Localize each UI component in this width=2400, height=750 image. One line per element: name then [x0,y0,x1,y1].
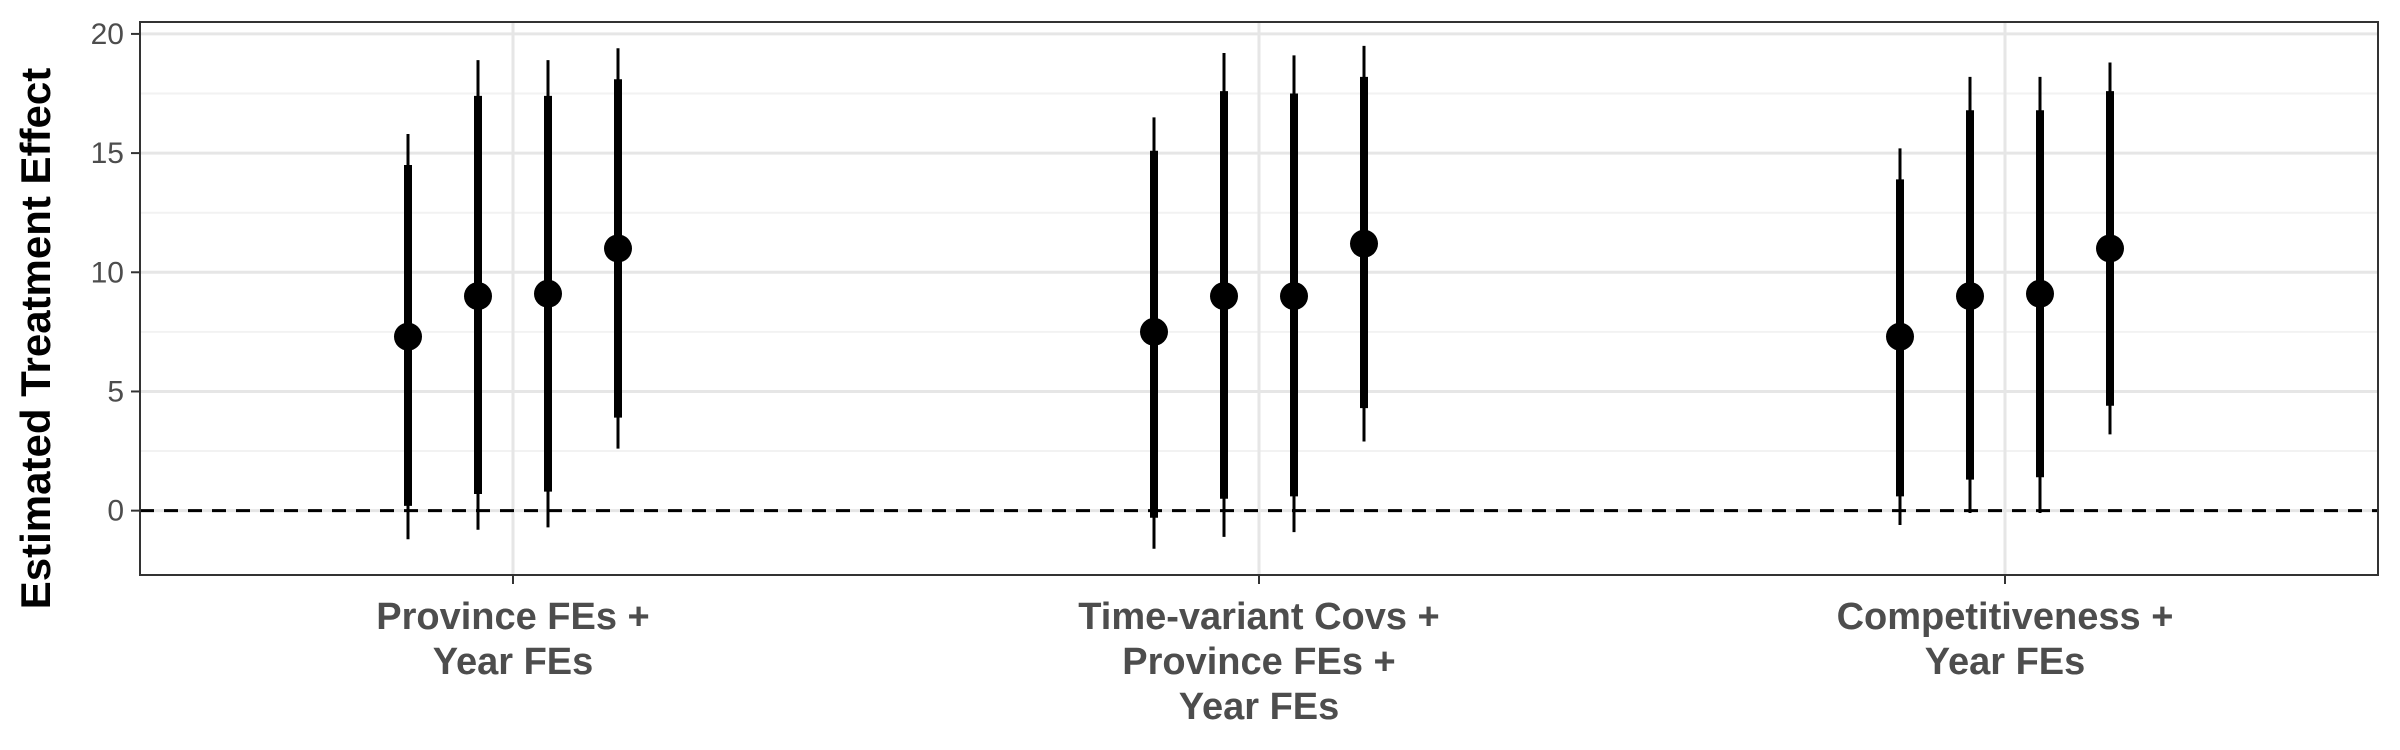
y-tick-label: 5 [107,375,124,408]
estimate-point [1956,282,1984,311]
estimate-point [1886,322,1914,351]
x-category-label-line: Province FEs + [376,596,650,638]
y-tick-label: 15 [91,137,124,170]
estimate-point [2096,234,2124,263]
x-category-label-line: Province FEs + [1122,641,1396,683]
x-category-label-line: Year FEs [433,641,594,683]
marks-layer [394,45,2124,549]
estimate-point [394,322,422,351]
x-category-label-line: Year FEs [1179,686,1340,728]
estimate-point [1140,317,1168,346]
x-category-label-line: Competitiveness + [1837,596,2174,638]
y-axis-title: Estimated Treatment Effect [12,68,59,610]
estimate-point [604,234,632,263]
x-category-label-line: Year FEs [1925,641,2086,683]
estimate-point [1210,282,1238,311]
x-category-label-line: Time-variant Covs + [1078,596,1440,638]
grid-layer [140,22,2378,575]
x-category-label: Time-variant Covs + Province FEs + Year FE… [1078,596,1440,728]
x-category-label: Province FEs + Year FEs [376,596,650,683]
estimate-point [1350,229,1378,258]
estimate-point [2026,279,2054,308]
y-tick-label: 0 [107,495,124,528]
estimate-point [534,279,562,308]
estimate-point [1280,282,1308,311]
y-axis: 0 5 10 15 20 [91,18,140,528]
estimate-point [464,282,492,311]
y-tick-label: 20 [91,18,124,51]
x-category-label: Competitiveness + Year FEs [1837,596,2174,683]
y-tick-label: 10 [91,256,124,289]
